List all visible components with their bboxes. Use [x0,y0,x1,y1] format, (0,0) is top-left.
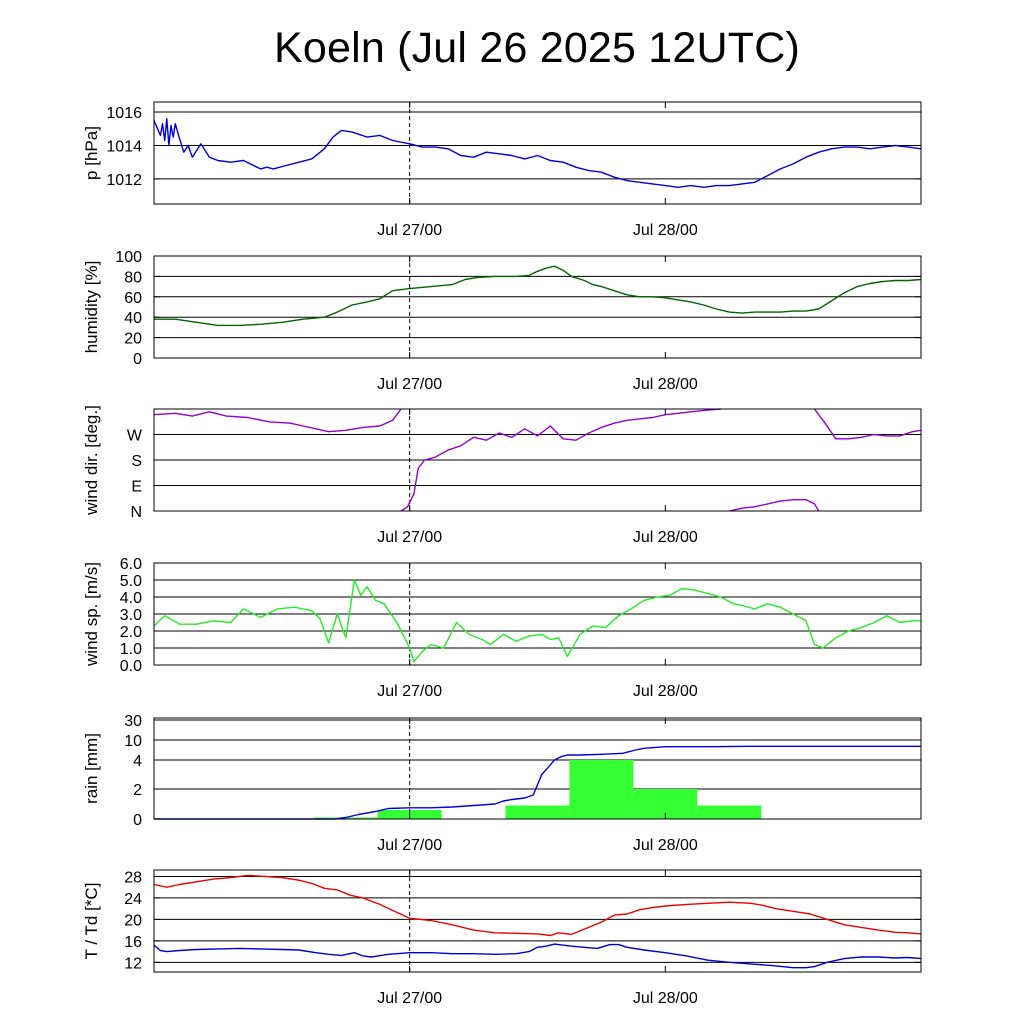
y-tick-label: 6.0 [120,556,142,573]
y-axis-label: wind sp. [m/s] [82,562,101,667]
y-tick-label: N [130,504,142,521]
plot-frame [153,255,922,359]
rain-bar [313,817,378,819]
y-tick-label: 1016 [106,105,142,122]
x-tick-label: Jul 27/00 [377,376,442,393]
y-tick-label: 80 [124,269,142,286]
rain-bar [505,805,570,819]
plot-frame [153,717,922,820]
panel-1: 0 20 40 60 80 100 Jul 27/00 Jul 28/00 humidity [… [82,249,922,393]
x-tick-label: Jul 28/00 [633,837,698,854]
y-tick-label: 100 [115,249,142,266]
page-title: Koeln (Jul 26 2025 12UTC) [273,24,801,72]
y-tick-label: 4 [133,753,142,770]
panel-4: 0 2 4 10 30 Jul 27/00 Jul 28/00 rain [mm] [82,713,922,854]
y-tick-label: 0 [133,351,142,368]
y-tick-label: W [127,428,143,445]
y-tick-label: 28 [124,869,142,886]
y-tick-label: 2.0 [120,624,142,641]
y-tick-label: 24 [124,891,142,908]
y-tick-label: 1012 [106,172,142,189]
y-tick-label: 12 [124,955,142,972]
y-tick-label: 1.0 [120,641,142,658]
y-tick-label: 2 [133,782,142,799]
series-line-pressure [153,117,922,189]
series-line-dewpoint [153,943,922,969]
y-tick-label: E [131,479,142,496]
series-line-wind_dir [813,408,922,440]
y-tick-label: 0 [133,812,142,829]
series-line-wind_dir [153,408,402,433]
y-tick-label: 60 [124,290,142,307]
y-axis-label: wind dir. [deg.] [82,405,101,516]
series-line-wind_dir [729,499,820,512]
y-tick-label: 1014 [106,138,142,155]
series-line-wind_speed [153,579,921,663]
rain-bar [697,805,762,819]
rain-bar [569,760,634,819]
y-axis-label: p [hPa] [82,126,101,180]
x-tick-label: Jul 27/00 [377,529,442,546]
plot-frame [153,101,922,205]
series-line-rain_line [154,745,921,820]
y-axis-label: T / Td [*C] [82,883,101,960]
panel-0: 1012 1014 1016 Jul 27/00 Jul 28/00 p [hPa] [82,101,922,239]
x-tick-label: Jul 28/00 [633,222,698,239]
x-tick-label: Jul 27/00 [377,990,442,1007]
y-tick-label: 3.0 [120,607,142,624]
x-tick-label: Jul 28/00 [633,529,698,546]
series-line-humidity [154,265,922,327]
y-tick-label: 20 [124,331,142,348]
panel-5: 12 16 20 24 28 Jul 27/00 Jul 28/00 T / Td [*C] [82,869,922,1007]
x-tick-label: Jul 27/00 [377,222,442,239]
y-tick-label: 5.0 [120,573,142,590]
y-tick-label: 20 [124,912,142,929]
y-tick-label: 10 [124,733,142,750]
y-axis-label: humidity [%] [82,261,101,354]
x-tick-label: Jul 28/00 [633,376,698,393]
y-tick-label: 0.0 [120,658,142,675]
y-tick-label: 4.0 [120,590,142,607]
panel-3: 0.01.02.03.04.05.06.0 Jul 27/00 Jul 28/00 w… [82,556,922,700]
x-tick-label: Jul 28/00 [633,990,698,1007]
series-line-temperature [153,874,922,937]
y-tick-label: 30 [124,713,142,730]
y-tick-label: 16 [124,934,142,951]
x-tick-label: Jul 27/00 [377,837,442,854]
y-tick-label: S [131,453,142,470]
y-tick-label: 40 [124,310,142,327]
x-tick-label: Jul 28/00 [633,683,698,700]
plot-frame [153,869,922,973]
x-tick-label: Jul 27/00 [377,683,442,700]
y-axis-label: rain [mm] [82,733,101,804]
series-line-wind_dir [400,408,721,512]
